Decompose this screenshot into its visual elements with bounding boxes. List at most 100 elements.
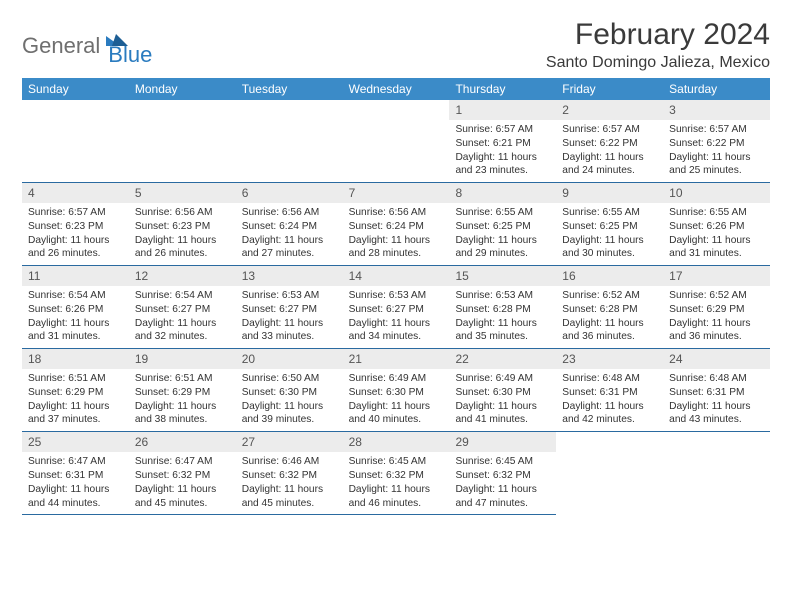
sunset-text: Sunset: 6:25 PM: [562, 220, 657, 234]
sunrise-text: Sunrise: 6:55 AM: [562, 206, 657, 220]
day-cell: 28Sunrise: 6:45 AMSunset: 6:32 PMDayligh…: [343, 432, 450, 515]
daylight-text: Daylight: 11 hours and 37 minutes.: [28, 400, 123, 428]
day-body: Sunrise: 6:55 AMSunset: 6:26 PMDaylight:…: [663, 203, 770, 261]
day-cell: 25Sunrise: 6:47 AMSunset: 6:31 PMDayligh…: [22, 432, 129, 515]
day-cell: 5Sunrise: 6:56 AMSunset: 6:23 PMDaylight…: [129, 183, 236, 266]
daylight-text: Daylight: 11 hours and 30 minutes.: [562, 234, 657, 262]
daylight-text: Daylight: 11 hours and 40 minutes.: [349, 400, 444, 428]
day-body: Sunrise: 6:49 AMSunset: 6:30 PMDaylight:…: [449, 369, 556, 427]
day-body: Sunrise: 6:57 AMSunset: 6:21 PMDaylight:…: [449, 120, 556, 178]
day-number: 1: [449, 100, 556, 120]
day-cell: 11Sunrise: 6:54 AMSunset: 6:26 PMDayligh…: [22, 266, 129, 349]
day-body: Sunrise: 6:57 AMSunset: 6:22 PMDaylight:…: [663, 120, 770, 178]
daylight-text: Daylight: 11 hours and 28 minutes.: [349, 234, 444, 262]
daylight-text: Daylight: 11 hours and 31 minutes.: [669, 234, 764, 262]
sunset-text: Sunset: 6:24 PM: [349, 220, 444, 234]
sunrise-text: Sunrise: 6:56 AM: [135, 206, 230, 220]
day-body: Sunrise: 6:46 AMSunset: 6:32 PMDaylight:…: [236, 452, 343, 510]
daylight-text: Daylight: 11 hours and 27 minutes.: [242, 234, 337, 262]
day-body: Sunrise: 6:54 AMSunset: 6:26 PMDaylight:…: [22, 286, 129, 344]
day-cell: 7Sunrise: 6:56 AMSunset: 6:24 PMDaylight…: [343, 183, 450, 266]
sunset-text: Sunset: 6:26 PM: [669, 220, 764, 234]
day-number: 29: [449, 432, 556, 452]
day-body: Sunrise: 6:51 AMSunset: 6:29 PMDaylight:…: [129, 369, 236, 427]
sunrise-text: Sunrise: 6:52 AM: [562, 289, 657, 303]
day-body: Sunrise: 6:45 AMSunset: 6:32 PMDaylight:…: [343, 452, 450, 510]
daylight-text: Daylight: 11 hours and 36 minutes.: [669, 317, 764, 345]
sunrise-text: Sunrise: 6:49 AM: [455, 372, 550, 386]
sunset-text: Sunset: 6:21 PM: [455, 137, 550, 151]
day-cell: 20 Sunrise: 6:50 AMSunset: 6:30 PMDayligh…: [236, 349, 343, 432]
sunrise-text: Sunrise: 6:57 AM: [28, 206, 123, 220]
daylight-text: Daylight: 11 hours and 32 minutes.: [135, 317, 230, 345]
day-body: Sunrise: 6:49 AMSunset: 6:30 PMDaylight:…: [343, 369, 450, 427]
sunrise-text: Sunrise: 6:54 AM: [135, 289, 230, 303]
daylight-text: Daylight: 11 hours and 26 minutes.: [135, 234, 230, 262]
day-number: 14: [343, 266, 450, 286]
sunrise-text: Sunrise: 6:45 AM: [349, 455, 444, 469]
day-cell: 4Sunrise: 6:57 AMSunset: 6:23 PMDaylight…: [22, 183, 129, 266]
daylight-text: Daylight: 11 hours and 38 minutes.: [135, 400, 230, 428]
sunrise-text: Sunrise: 6:45 AM: [455, 455, 550, 469]
day-body: Sunrise: 6:55 AMSunset: 6:25 PMDaylight:…: [449, 203, 556, 261]
sunrise-text: Sunrise: 6:49 AM: [349, 372, 444, 386]
sunset-text: Sunset: 6:32 PM: [242, 469, 337, 483]
sunrise-text: Sunrise: 6:47 AM: [135, 455, 230, 469]
logo-text-blue: Blue: [108, 42, 152, 68]
day-body: Sunrise: 6:45 AMSunset: 6:32 PMDaylight:…: [449, 452, 556, 510]
header: General Blue February 2024 Santo Domingo…: [22, 18, 770, 72]
daylight-text: Daylight: 11 hours and 41 minutes.: [455, 400, 550, 428]
day-body: Sunrise: 6:56 AMSunset: 6:24 PMDaylight:…: [236, 203, 343, 261]
day-number: 23: [556, 349, 663, 369]
day-number: 22: [449, 349, 556, 369]
day-number: 6: [236, 183, 343, 203]
day-cell: 29Sunrise: 6:45 AMSunset: 6:32 PMDayligh…: [449, 432, 556, 515]
day-cell: 13Sunrise: 6:53 AMSunset: 6:27 PMDayligh…: [236, 266, 343, 349]
day-cell: 8Sunrise: 6:55 AMSunset: 6:25 PMDaylight…: [449, 183, 556, 266]
calendar-page: General Blue February 2024 Santo Domingo…: [0, 0, 792, 515]
day-number: 26: [129, 432, 236, 452]
day-cell: 23Sunrise: 6:48 AMSunset: 6:31 PMDayligh…: [556, 349, 663, 432]
day-number: 21: [343, 349, 450, 369]
day-cell: 6Sunrise: 6:56 AMSunset: 6:24 PMDaylight…: [236, 183, 343, 266]
sunset-text: Sunset: 6:23 PM: [28, 220, 123, 234]
day-cell: 9Sunrise: 6:55 AMSunset: 6:25 PMDaylight…: [556, 183, 663, 266]
day-number: 20: [236, 349, 343, 369]
title-block: February 2024 Santo Domingo Jalieza, Mex…: [546, 18, 770, 72]
day-cell: 1Sunrise: 6:57 AMSunset: 6:21 PMDaylight…: [449, 100, 556, 183]
sunset-text: Sunset: 6:27 PM: [349, 303, 444, 317]
sunset-text: Sunset: 6:29 PM: [669, 303, 764, 317]
day-number: 16: [556, 266, 663, 286]
sunset-text: Sunset: 6:32 PM: [135, 469, 230, 483]
day-body: Sunrise: 6:52 AMSunset: 6:28 PMDaylight:…: [556, 286, 663, 344]
sunset-text: Sunset: 6:30 PM: [242, 386, 337, 400]
sunset-text: Sunset: 6:30 PM: [455, 386, 550, 400]
day-body: Sunrise: 6:57 AMSunset: 6:23 PMDaylight:…: [22, 203, 129, 261]
sunrise-text: Sunrise: 6:50 AM: [242, 372, 337, 386]
day-body: Sunrise: 6:48 AMSunset: 6:31 PMDaylight:…: [556, 369, 663, 427]
weekday-header: Sunday: [22, 78, 129, 100]
sunrise-text: Sunrise: 6:48 AM: [669, 372, 764, 386]
day-cell: 10Sunrise: 6:55 AMSunset: 6:26 PMDayligh…: [663, 183, 770, 266]
weekday-header: Wednesday: [343, 78, 450, 100]
daylight-text: Daylight: 11 hours and 44 minutes.: [28, 483, 123, 511]
sunset-text: Sunset: 6:28 PM: [455, 303, 550, 317]
daylight-text: Daylight: 11 hours and 45 minutes.: [135, 483, 230, 511]
weekday-header: Tuesday: [236, 78, 343, 100]
sunrise-text: Sunrise: 6:57 AM: [562, 123, 657, 137]
sunrise-text: Sunrise: 6:48 AM: [562, 372, 657, 386]
daylight-text: Daylight: 11 hours and 34 minutes.: [349, 317, 444, 345]
daylight-text: Daylight: 11 hours and 39 minutes.: [242, 400, 337, 428]
sunset-text: Sunset: 6:31 PM: [669, 386, 764, 400]
day-cell: 24Sunrise: 6:48 AMSunset: 6:31 PMDayligh…: [663, 349, 770, 432]
day-number: 25: [22, 432, 129, 452]
sunrise-text: Sunrise: 6:57 AM: [455, 123, 550, 137]
sunset-text: Sunset: 6:28 PM: [562, 303, 657, 317]
day-body: Sunrise: 6:56 AMSunset: 6:24 PMDaylight:…: [343, 203, 450, 261]
daylight-text: Daylight: 11 hours and 25 minutes.: [669, 151, 764, 179]
day-number: 13: [236, 266, 343, 286]
day-body: Sunrise: 6:54 AMSunset: 6:27 PMDaylight:…: [129, 286, 236, 344]
day-cell: 22Sunrise: 6:49 AMSunset: 6:30 PMDayligh…: [449, 349, 556, 432]
week-row: 11Sunrise: 6:54 AMSunset: 6:26 PMDayligh…: [22, 266, 770, 349]
empty-day-cell: [556, 432, 663, 515]
